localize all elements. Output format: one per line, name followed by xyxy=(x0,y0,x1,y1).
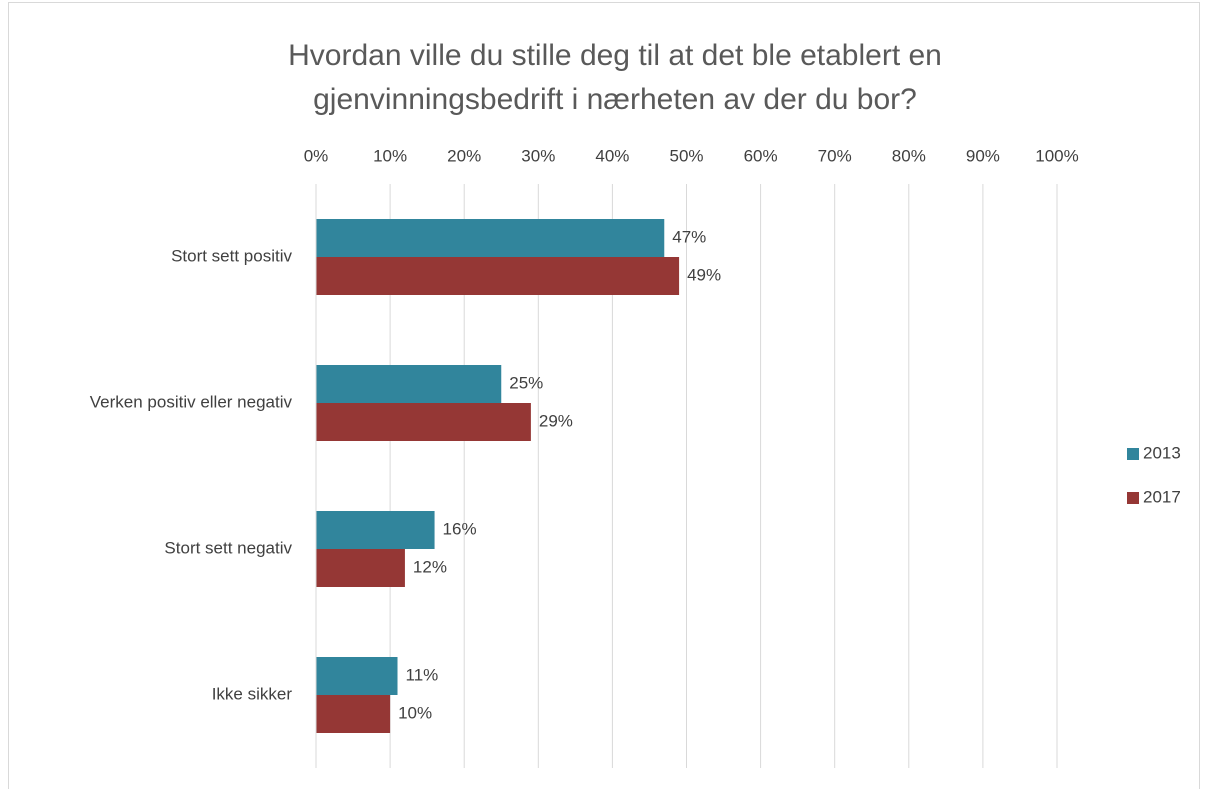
chart-border xyxy=(8,2,1200,789)
legend-swatch xyxy=(1127,448,1139,460)
data-label: 29% xyxy=(539,411,573,430)
x-tick-label: 10% xyxy=(373,146,407,165)
data-label: 16% xyxy=(443,519,477,538)
x-tick-label: 50% xyxy=(669,146,703,165)
data-label: 47% xyxy=(672,227,706,246)
bar xyxy=(316,549,405,587)
chart-title: Hvordan ville du stille deg til at det b… xyxy=(288,39,942,72)
y-tick-label: Stort sett negativ xyxy=(164,538,292,557)
bar xyxy=(316,403,531,441)
bar xyxy=(316,511,435,549)
x-tick-label: 90% xyxy=(966,146,1000,165)
bar xyxy=(316,257,680,295)
x-tick-label: 0% xyxy=(304,146,329,165)
data-label: 25% xyxy=(509,373,543,392)
bar xyxy=(316,695,391,733)
legend-label: 2017 xyxy=(1143,487,1181,506)
y-tick-label: Stort sett positiv xyxy=(171,246,292,265)
x-tick-label: 100% xyxy=(1035,146,1078,165)
x-tick-label: 70% xyxy=(818,146,852,165)
bar xyxy=(316,219,665,257)
bar xyxy=(316,365,502,403)
data-label: 12% xyxy=(413,557,447,576)
x-tick-label: 60% xyxy=(744,146,778,165)
y-tick-label: Ikke sikker xyxy=(212,684,293,703)
data-label: 10% xyxy=(398,703,432,722)
legend-label: 2013 xyxy=(1143,443,1181,462)
x-tick-label: 40% xyxy=(595,146,629,165)
data-label: 11% xyxy=(406,665,439,684)
bar xyxy=(316,657,398,695)
data-label: 49% xyxy=(687,265,721,284)
x-tick-label: 20% xyxy=(447,146,481,165)
x-tick-label: 80% xyxy=(892,146,926,165)
legend-swatch xyxy=(1127,492,1139,504)
y-tick-label: Verken positiv eller negativ xyxy=(90,392,293,411)
x-tick-label: 30% xyxy=(521,146,555,165)
chart-title: gjenvinningsbedrift i nærheten av der du… xyxy=(313,83,917,116)
